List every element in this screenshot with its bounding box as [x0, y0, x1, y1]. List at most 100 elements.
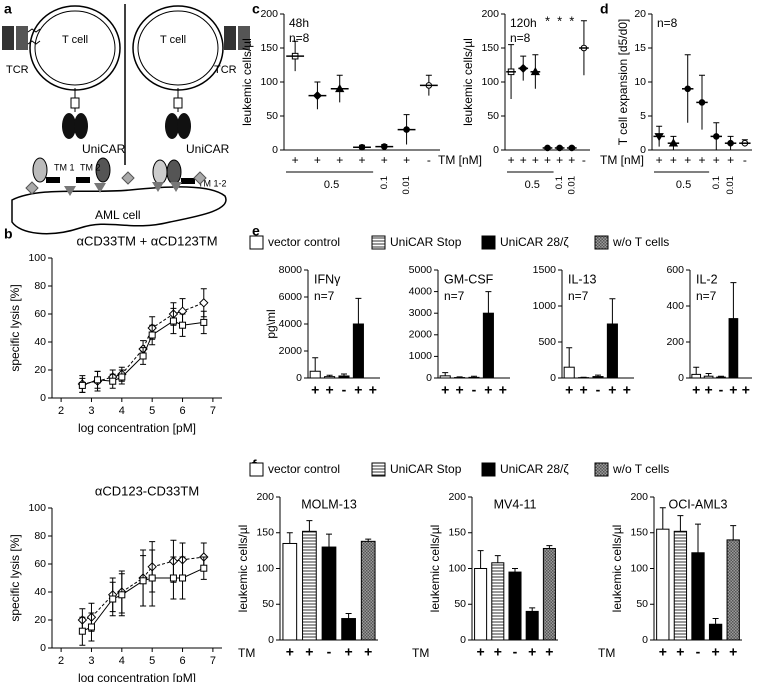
error-bar — [677, 515, 684, 532]
bar — [726, 539, 740, 641]
x-tick-label: + — [684, 153, 691, 167]
axis — [51, 258, 222, 399]
tm-label: TM — [412, 646, 429, 660]
x-tick-label: + — [311, 382, 319, 398]
x-tick-label: 7 — [210, 655, 216, 667]
bar — [309, 370, 321, 379]
bar — [691, 373, 702, 379]
bar — [338, 375, 350, 379]
y-tick-label: 150 — [260, 42, 278, 54]
x-tick-label: + — [608, 382, 616, 398]
y-tick-label: 0 — [493, 144, 499, 156]
y-tick-label: 4000 — [409, 285, 433, 297]
tm-label: TM 1 — [54, 162, 75, 172]
car-domain — [62, 113, 76, 139]
y-tick-label: 50 — [636, 598, 648, 610]
legend-swatch — [249, 235, 264, 250]
diagram: TCR T cell UniCAR TM 1 TM 2 TCR T cell U… — [2, 4, 250, 235]
chart-title: IL-13 — [568, 272, 597, 286]
t-cell-membrane — [34, 10, 116, 86]
bar — [716, 376, 726, 379]
legend-swatch — [371, 462, 386, 477]
point — [78, 381, 86, 389]
y-tick-label: 500 — [538, 336, 556, 348]
y-tick-label: 2000 — [409, 329, 433, 341]
x-tick-label: + — [729, 644, 737, 660]
x-tick-label: - — [582, 153, 586, 167]
error-bar — [345, 613, 352, 619]
x-tick-label: + — [364, 644, 372, 660]
bar — [592, 376, 604, 379]
error-bar — [477, 550, 484, 569]
y-tick-label: 40 — [34, 586, 46, 598]
chart-title: IL-2 — [696, 272, 718, 286]
significance: * — [569, 13, 574, 28]
x-tick-label: + — [494, 644, 502, 660]
legend-swatch — [371, 235, 386, 250]
bar — [282, 542, 298, 641]
bar — [691, 552, 705, 641]
legend-label: w/o T cells — [612, 235, 669, 249]
point — [109, 377, 117, 385]
y-tick-label: 6000 — [279, 291, 303, 303]
x-axis-label: log concentration [pM] — [78, 421, 196, 435]
legend-label: UniCAR Stop — [390, 462, 462, 476]
x-tick-label: - — [427, 153, 431, 167]
tcr-link — [27, 28, 41, 45]
x-tick-label: + — [314, 153, 321, 167]
y-tick-label: 3000 — [409, 307, 433, 319]
chart-title: αCD33TM + αCD123TM — [76, 233, 217, 248]
tm-module — [152, 159, 168, 185]
x-tick-label: + — [508, 153, 515, 167]
x-tick-label: - — [513, 644, 518, 660]
x-tick-label: + — [336, 153, 343, 167]
y-tick-label: 0 — [642, 634, 648, 646]
dose-label: 0.5 — [676, 179, 691, 191]
y-tick-label: 1500 — [533, 264, 557, 276]
dose-label: 0.01 — [401, 176, 412, 195]
y-tick-label: 50 — [487, 110, 499, 122]
bar — [360, 540, 376, 641]
y-axis-label: T cell expansion [d5/d0] — [616, 19, 630, 146]
y-tick-label: 50 — [262, 598, 274, 610]
car-label: UniCAR — [82, 142, 126, 156]
bar — [656, 528, 670, 641]
panel-label: b — [4, 226, 13, 242]
y-axis-label: specific lysis [%] — [8, 534, 22, 621]
x-tick-label: 2 — [58, 655, 64, 667]
t-cell — [132, 5, 224, 91]
tcr-label: TCR — [6, 64, 29, 76]
tm-module — [46, 177, 60, 183]
y-tick-label: 5000 — [409, 264, 433, 276]
y-tick-label: 0 — [40, 642, 46, 654]
tm-module — [76, 177, 90, 183]
x-tick-label: - — [472, 382, 477, 398]
y-tick-label: 100 — [260, 76, 278, 88]
tcr-label: TCR — [214, 64, 237, 76]
x-tick-label: + — [381, 153, 388, 167]
x-tick-label: + — [484, 382, 492, 398]
x-tick-label: 2 — [58, 405, 64, 417]
bar — [491, 562, 505, 641]
error-bar — [609, 298, 616, 324]
dose-label: 0.5 — [324, 179, 339, 191]
legend-label: vector control — [268, 235, 340, 249]
legend-label: vector control — [268, 462, 340, 476]
chart-note: n=7 — [568, 289, 589, 303]
antigen — [64, 186, 76, 196]
error-bar — [312, 357, 319, 372]
x-tick-label: + — [305, 644, 313, 660]
y-axis-label: leukemic cells/µl — [461, 38, 475, 126]
x-tick-label: + — [676, 644, 684, 660]
t-cell — [29, 5, 121, 91]
y-tick-label: 0 — [296, 372, 302, 384]
error-bar — [306, 520, 313, 532]
y-tick-label: 15 — [634, 42, 646, 54]
bar — [525, 610, 539, 641]
x-tick-label: + — [698, 153, 705, 167]
point — [118, 373, 126, 381]
x-tick-label: - — [696, 644, 701, 660]
error-bar — [512, 568, 518, 573]
x-tick-label: + — [729, 382, 737, 398]
x-tick-label: + — [532, 153, 539, 167]
